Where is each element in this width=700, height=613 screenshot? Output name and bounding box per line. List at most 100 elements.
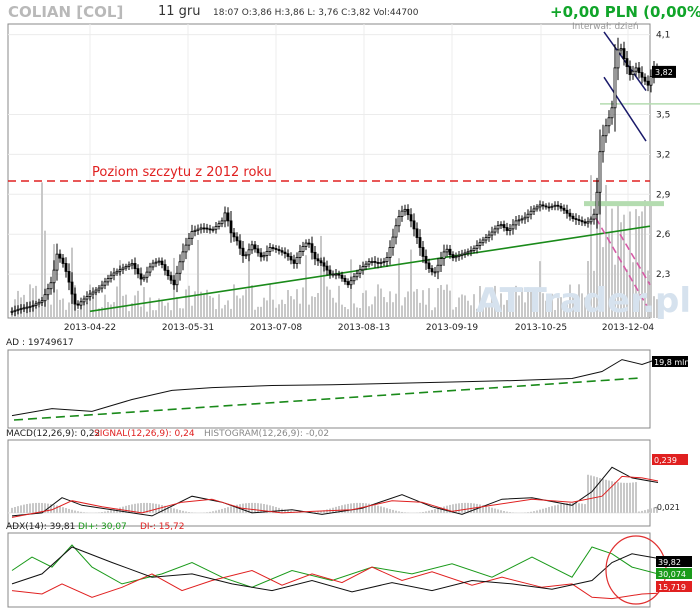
volume-bar [284, 304, 286, 318]
candle-body [58, 253, 62, 259]
candle-body [622, 48, 626, 59]
candle-body [514, 220, 518, 226]
histogram-bar [593, 476, 595, 513]
volume-bar [167, 302, 169, 318]
volume-bar [314, 296, 316, 318]
volume-bar [488, 302, 490, 318]
candle-body [499, 224, 503, 227]
volume-bar [650, 201, 652, 318]
candle-body [475, 245, 479, 249]
candle-body [505, 227, 509, 231]
volume-bar [242, 295, 244, 318]
candle-body [319, 260, 323, 264]
histogram-bar [26, 504, 28, 513]
histogram-bar [254, 502, 256, 513]
candle-body [340, 274, 344, 279]
volume-bar [560, 297, 562, 318]
histogram-bar [557, 504, 559, 513]
candle-body [523, 216, 527, 220]
candle-body [568, 212, 572, 217]
volume-bar [329, 289, 331, 318]
volume-bar [575, 306, 577, 318]
candle-body [166, 269, 170, 277]
volume-bar [92, 297, 94, 318]
histogram-bar [365, 503, 367, 513]
histogram-bar [38, 502, 40, 513]
candle-body [349, 280, 353, 286]
histogram-bar [83, 512, 85, 513]
candle-body [229, 220, 233, 234]
volume-bar [341, 304, 343, 318]
histogram-bar [455, 503, 457, 513]
histogram-bar [41, 502, 43, 513]
histogram-bar [575, 502, 577, 513]
candle-body [556, 204, 560, 207]
volume-bar [83, 299, 85, 318]
candle-body [52, 269, 56, 284]
volume-bar [47, 294, 49, 318]
volume-bar [380, 288, 382, 318]
volume-bar [497, 306, 499, 318]
volume-bar [569, 284, 571, 318]
volume-bar [152, 310, 154, 318]
volume-bar [101, 307, 103, 318]
volume-bar [182, 308, 184, 318]
histogram-bar [350, 503, 352, 513]
candle-body [85, 296, 89, 300]
candle-body [307, 242, 311, 245]
histogram-bar [377, 505, 379, 513]
candle-body [199, 227, 203, 230]
diplus-value-label-box [656, 568, 692, 579]
volume-bar [644, 200, 646, 318]
candle-body [517, 219, 521, 222]
adx-legend-item: DI-: 15,72 [140, 522, 185, 532]
histogram-bar [131, 504, 133, 513]
candle-body [547, 206, 551, 209]
volume-bar [65, 309, 67, 318]
candle-body [259, 252, 263, 258]
volume-bar [197, 239, 199, 318]
volume-bar [500, 293, 502, 318]
last-value-label: 3,82 [655, 68, 673, 77]
histogram-bar [632, 482, 634, 513]
candle-body [238, 240, 242, 249]
candle-body [163, 264, 167, 271]
volume-bar [206, 289, 208, 318]
histogram-bar [446, 505, 448, 513]
volume-bar [110, 304, 112, 318]
histogram-bar [542, 508, 544, 513]
histogram-bar [188, 512, 190, 513]
volume-bar [50, 304, 52, 318]
volume-bar [221, 308, 223, 318]
histogram-bar [143, 502, 145, 513]
histogram-bar [62, 507, 64, 513]
candle-body [97, 287, 101, 291]
x-tick-label: 2013-09-19 [426, 323, 479, 333]
candle-body [286, 253, 290, 257]
histogram-bar [572, 502, 574, 513]
volume-bar [524, 302, 526, 318]
candle-body [214, 226, 218, 230]
histogram-bar [371, 504, 373, 513]
candle-body [526, 213, 530, 218]
candle-body [70, 281, 74, 295]
x-tick-label: 2013-12-04 [602, 323, 655, 333]
y-tick-label: 2,3 [656, 270, 670, 280]
volume-bar [398, 258, 400, 318]
candle-body [265, 251, 269, 256]
volume-bar [59, 299, 61, 318]
histogram-bar [230, 506, 232, 513]
histogram-bar [314, 512, 316, 513]
histogram-bar [449, 504, 451, 513]
volume-bar [269, 284, 271, 318]
candle-body [592, 213, 596, 220]
volume-bar [449, 290, 451, 318]
volume-bar [377, 284, 379, 318]
volume-bar [470, 305, 472, 318]
volume-bar [164, 305, 166, 318]
volume-bar [170, 310, 172, 318]
candle-body [472, 247, 476, 251]
candle-body [406, 208, 410, 216]
candle-body [118, 269, 122, 272]
volume-bar [212, 297, 214, 318]
